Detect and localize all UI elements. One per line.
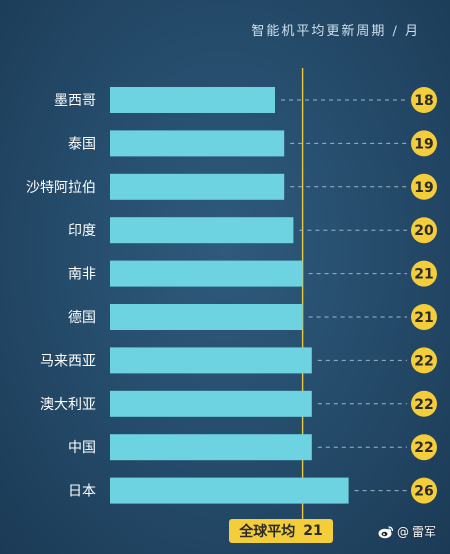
value-label: 18 [414, 93, 433, 109]
bar [110, 87, 275, 113]
weibo-icon [378, 525, 394, 538]
category-label: 马来西亚 [40, 353, 96, 369]
category-label: 墨西哥 [54, 93, 96, 109]
value-label: 22 [414, 353, 433, 369]
value-badge [411, 477, 437, 504]
value-label: 22 [414, 440, 433, 456]
value-label: 19 [414, 136, 433, 152]
watermark-at: @ [396, 524, 409, 539]
category-label: 澳大利亚 [40, 397, 96, 413]
value-label: 21 [414, 267, 433, 283]
bar [110, 217, 294, 244]
value-badge [411, 173, 437, 200]
bar [110, 390, 312, 417]
category-label: 日本 [68, 484, 96, 500]
category-label: 沙特阿拉伯 [26, 180, 96, 196]
category-label: 德国 [68, 310, 96, 326]
value-label: 19 [414, 180, 433, 196]
value-badge [411, 304, 437, 330]
value-label: 21 [414, 310, 433, 326]
watermark: @ 雷军 [378, 523, 436, 540]
average-label-value: 21 [303, 523, 323, 539]
bar [110, 130, 285, 157]
chart-title: 智能机平均更新周期 / 月 [251, 24, 420, 39]
value-label: 20 [414, 223, 434, 239]
bar [110, 347, 312, 374]
value-badge [411, 347, 437, 374]
value-badge [411, 260, 437, 287]
value-label: 26 [414, 484, 433, 500]
category-label: 南非 [68, 267, 96, 283]
bar [110, 304, 303, 330]
value-badge [411, 390, 437, 417]
value-label: 22 [414, 397, 433, 413]
average-label-text: 全球平均 [239, 524, 296, 540]
category-label: 印度 [68, 223, 96, 239]
category-label: 泰国 [68, 136, 96, 152]
value-badge [411, 130, 437, 157]
average-label: 全球平均 21 [229, 519, 333, 543]
bar [110, 260, 303, 287]
bar [110, 434, 312, 461]
bar [110, 477, 349, 504]
value-badge [411, 87, 437, 113]
bar [110, 173, 285, 200]
watermark-name: 雷军 [411, 525, 436, 539]
category-label: 中国 [68, 440, 96, 456]
value-badge [411, 217, 437, 244]
value-badge [411, 434, 437, 461]
